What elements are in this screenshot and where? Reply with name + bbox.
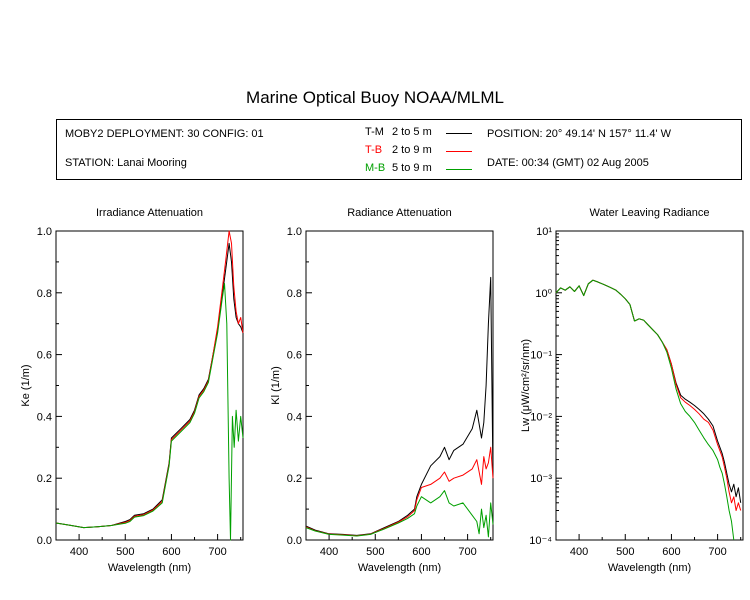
y-tick-label: 0.8 [287,288,302,300]
x-axis-label: Wavelength (nm) [608,562,691,574]
chart-title: Irradiance Attenuation [96,207,203,219]
series-line-t-m [305,276,494,536]
series-line-t-m [55,242,244,529]
y-tick-label: 10⁻³ [530,473,552,485]
y-tick-label: 10⁰ [535,288,552,300]
y-axis-label: Ke (1/m) [20,364,32,406]
legend-line-tb [446,151,472,152]
series-line-m-b [55,283,244,541]
chart-panel-1 [55,230,244,541]
y-tick-label: 0.4 [37,411,52,423]
x-axis-label: Wavelength (nm) [108,562,191,574]
x-tick-label: 400 [70,546,88,558]
y-tick-label: 10⁻⁴ [529,535,552,547]
station-text: STATION: Lanai Mooring [65,157,187,169]
legend-code-tb: T-B [365,144,383,156]
x-tick-label: 500 [116,546,134,558]
y-tick-label: 0.4 [287,411,302,423]
legend-range-mb: 5 to 9 m [392,162,432,174]
series-line-t-b [555,279,742,511]
plot-frame [555,230,744,541]
y-tick-label: 0.6 [287,350,302,362]
x-tick-label: 500 [366,546,384,558]
series-line-m-b [305,490,494,538]
deployment-text: MOBY2 DEPLOYMENT: 30 CONFIG: 01 [65,128,264,140]
x-tick-label: 600 [412,546,430,558]
y-tick-label: 0.0 [287,535,302,547]
chart-title: Water Leaving Radiance [589,207,709,219]
y-tick-label: 0.6 [37,350,52,362]
legend-line-mb [446,169,472,170]
y-tick-label: 1.0 [37,226,52,238]
legend-code-tm: T-M [365,126,384,138]
series-line-m-b [555,279,735,541]
x-tick-label: 600 [662,546,680,558]
x-tick-label: 700 [458,546,476,558]
x-tick-label: 700 [208,546,226,558]
chart-panel-2 [305,230,494,541]
legend-range-tm: 2 to 5 m [392,126,432,138]
y-axis-label: Lw (μW/cm²/sr/nm) [520,339,532,432]
x-tick-label: 500 [616,546,634,558]
y-tick-label: 10⁻¹ [530,350,552,362]
y-tick-label: 1.0 [287,226,302,238]
legend-range-tb: 2 to 9 m [392,144,432,156]
plot-frame [55,230,244,541]
y-tick-label: 10⁻² [530,411,552,423]
legend-code-mb: M-B [365,162,386,174]
y-tick-label: 0.0 [37,535,52,547]
position-text: POSITION: 20° 49.14' N 157° 11.4' W [487,128,671,140]
y-tick-label: 10¹ [536,226,552,238]
x-tick-label: 600 [162,546,180,558]
plot-frame [305,230,494,541]
chart-panel-3 [555,230,744,541]
legend-line-tm [446,133,472,134]
date-text: DATE: 00:34 (GMT) 02 Aug 2005 [487,157,649,169]
x-tick-label: 400 [570,546,588,558]
series-line-t-m [555,279,742,503]
x-tick-label: 400 [320,546,338,558]
y-tick-label: 0.2 [37,473,52,485]
x-tick-label: 700 [708,546,726,558]
info-box: MOBY2 DEPLOYMENT: 30 CONFIG: 01 STATION:… [56,119,742,180]
y-tick-label: 0.8 [37,288,52,300]
chart-title: Radiance Attenuation [347,207,452,219]
y-axis-label: Kl (1/m) [270,366,282,405]
x-axis-label: Wavelength (nm) [358,562,441,574]
y-tick-label: 0.2 [287,473,302,485]
series-line-t-b [55,230,244,529]
page-title: Marine Optical Buoy NOAA/MLML [246,88,504,107]
